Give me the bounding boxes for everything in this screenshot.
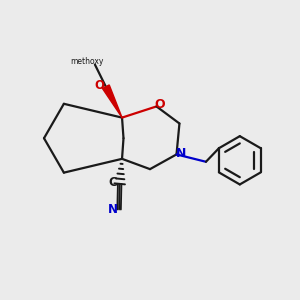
Text: O: O [155, 98, 165, 111]
Text: O: O [94, 79, 104, 92]
Text: C: C [109, 176, 118, 189]
Text: methoxy: methoxy [70, 57, 104, 66]
Text: N: N [176, 147, 186, 160]
Text: N: N [108, 203, 118, 216]
Polygon shape [102, 85, 122, 118]
